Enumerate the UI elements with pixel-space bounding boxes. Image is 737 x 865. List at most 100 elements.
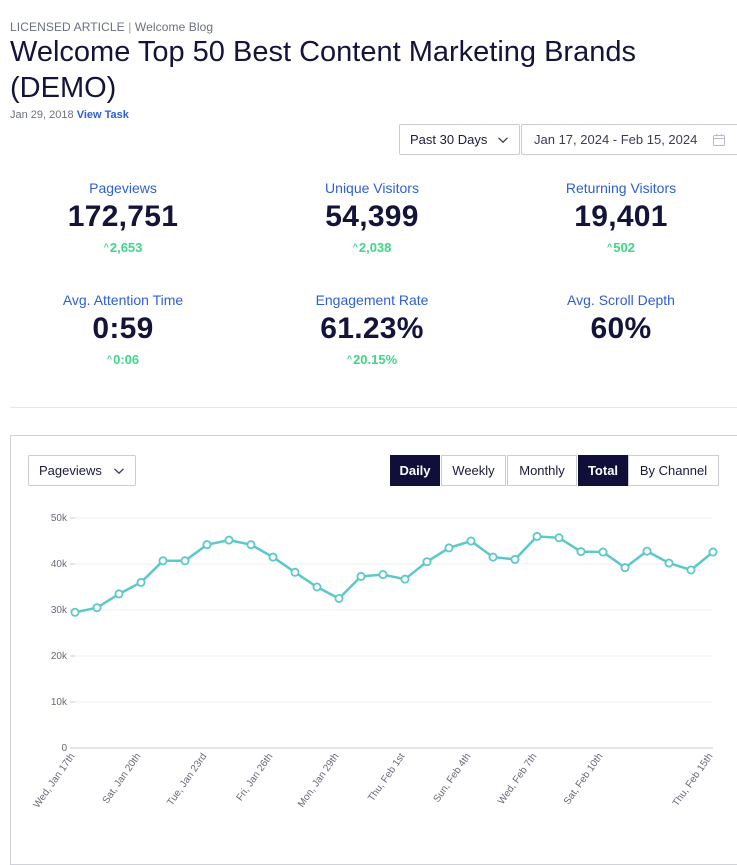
y-tick-label: 50k bbox=[51, 513, 68, 524]
data-point[interactable] bbox=[312, 582, 322, 592]
daily-button[interactable]: Daily bbox=[390, 455, 440, 486]
metric-value: 61.23% bbox=[320, 312, 424, 345]
metric-avg-scroll-depth: Avg. Scroll Depth 60% bbox=[501, 292, 737, 346]
data-point[interactable] bbox=[158, 556, 168, 566]
data-point[interactable] bbox=[246, 540, 256, 550]
metric-label: Pageviews bbox=[89, 180, 157, 196]
metric-pageviews: Pageviews 172,751 ^2,653 bbox=[3, 180, 243, 255]
data-point[interactable] bbox=[554, 533, 564, 543]
chart-panel bbox=[10, 435, 737, 865]
x-tick-label: Mon, Jan 29th bbox=[296, 751, 341, 809]
x-tick-label: Tue, Jan 23rd bbox=[165, 751, 209, 808]
metric-delta-value: 2,653 bbox=[109, 240, 143, 255]
data-point[interactable] bbox=[224, 535, 234, 545]
date-range-text: Jan 17, 2024 - Feb 15, 2024 bbox=[534, 132, 698, 147]
y-tick-label: 20k bbox=[51, 651, 68, 662]
metric-delta-value: 20.15% bbox=[353, 352, 398, 367]
by-channel-button[interactable]: By Channel bbox=[628, 455, 719, 486]
metric-delta: ^2,038 bbox=[252, 240, 492, 255]
metric-value: 54,399 bbox=[325, 200, 419, 233]
data-point[interactable] bbox=[400, 574, 410, 584]
data-point[interactable] bbox=[334, 594, 344, 604]
data-point[interactable] bbox=[114, 589, 124, 599]
weekly-button[interactable]: Weekly bbox=[441, 455, 506, 486]
x-tick-label: Sat, Jan 20th bbox=[101, 751, 144, 806]
data-point[interactable] bbox=[268, 552, 278, 562]
y-axis: 0 10k 20k 30k 40k 50k bbox=[51, 513, 75, 754]
metric-label: Engagement Rate bbox=[315, 292, 429, 308]
article-date: Jan 29, 2018 bbox=[10, 109, 74, 121]
data-point[interactable] bbox=[576, 547, 586, 557]
arrow-up-icon: ^ bbox=[352, 242, 358, 252]
range-select[interactable]: Past 30 Days bbox=[399, 124, 520, 155]
data-point[interactable] bbox=[290, 567, 300, 577]
section-divider bbox=[10, 407, 737, 408]
y-tick-label: 10k bbox=[51, 697, 68, 708]
metric-delta: ^2,653 bbox=[3, 240, 243, 255]
data-point[interactable] bbox=[444, 543, 454, 553]
data-point[interactable] bbox=[466, 536, 476, 546]
chart-grid bbox=[75, 517, 713, 749]
y-tick-label: 0 bbox=[61, 743, 67, 754]
data-point[interactable] bbox=[356, 571, 366, 581]
data-point[interactable] bbox=[620, 563, 630, 573]
x-tick-label: Thu, Feb 1st bbox=[366, 751, 407, 803]
chart-metric-select[interactable]: Pageviews bbox=[28, 455, 136, 486]
series-points bbox=[70, 531, 718, 617]
x-tick-label: Wed, Jan 17th bbox=[32, 751, 78, 810]
metric-delta-value: 502 bbox=[613, 240, 635, 255]
metric-label: Returning Visitors bbox=[565, 180, 677, 196]
metric-delta: ^20.15% bbox=[252, 352, 492, 367]
total-button[interactable]: Total bbox=[578, 455, 628, 486]
blog-name: Welcome Blog bbox=[134, 20, 214, 34]
page-title: Welcome Top 50 Best Content Marketing Br… bbox=[10, 36, 636, 104]
data-point[interactable] bbox=[136, 577, 146, 587]
arrow-up-icon: ^ bbox=[346, 354, 353, 364]
y-tick-label: 40k bbox=[51, 559, 68, 570]
article-meta: LICENSED ARTICLE | Welcome Blog bbox=[10, 20, 213, 34]
data-point[interactable] bbox=[510, 554, 520, 564]
view-toggle: Total By Channel bbox=[578, 455, 719, 486]
data-point[interactable] bbox=[70, 607, 80, 617]
metric-returning-visitors: Returning Visitors 19,401 ^502 bbox=[501, 180, 737, 255]
data-point[interactable] bbox=[598, 547, 608, 557]
arrow-up-icon: ^ bbox=[607, 242, 613, 252]
range-select-label: Past 30 Days bbox=[410, 132, 488, 147]
view-task-link[interactable]: View Task bbox=[76, 109, 129, 121]
calendar-icon bbox=[713, 134, 725, 146]
date-range-picker[interactable]: Jan 17, 2024 - Feb 15, 2024 bbox=[521, 124, 737, 155]
monthly-button[interactable]: Monthly bbox=[507, 455, 577, 486]
metric-delta-value: 2,038 bbox=[358, 240, 392, 255]
data-point[interactable] bbox=[422, 557, 432, 567]
metric-engagement-rate: Engagement Rate 61.23% ^20.15% bbox=[252, 292, 492, 367]
metric-value: 60% bbox=[590, 312, 652, 345]
metric-avg-attention-time: Avg. Attention Time 0:59 ^0:06 bbox=[3, 292, 243, 367]
chevron-down-icon bbox=[498, 137, 508, 144]
metric-label: Avg. Scroll Depth bbox=[567, 292, 675, 308]
metric-label: Unique Visitors bbox=[325, 180, 419, 196]
granularity-toggle: Daily Weekly Monthly bbox=[390, 455, 577, 486]
metric-label: Avg. Attention Time bbox=[62, 292, 184, 308]
chevron-down-icon bbox=[114, 468, 124, 475]
data-point[interactable] bbox=[378, 570, 388, 580]
x-axis: Wed, Jan 17th Sat, Jan 20th Tue, Jan 23rd F… bbox=[32, 751, 716, 810]
arrow-up-icon: ^ bbox=[106, 354, 113, 364]
data-point[interactable] bbox=[664, 558, 674, 568]
data-point[interactable] bbox=[642, 546, 652, 556]
data-point[interactable] bbox=[92, 603, 102, 613]
metric-value: 19,401 bbox=[574, 200, 668, 233]
metric-delta-value: 0:06 bbox=[113, 352, 140, 367]
data-point[interactable] bbox=[708, 547, 718, 557]
x-tick-label: Sat, Feb 10th bbox=[562, 751, 605, 806]
metric-unique-visitors: Unique Visitors 54,399 ^2,038 bbox=[252, 180, 492, 255]
y-tick-label: 30k bbox=[51, 605, 68, 616]
data-point[interactable] bbox=[180, 556, 190, 566]
x-tick-label: Fri, Jan 26th bbox=[235, 751, 276, 803]
data-point[interactable] bbox=[202, 540, 212, 550]
data-point[interactable] bbox=[488, 552, 498, 562]
metric-delta: ^0:06 bbox=[3, 352, 243, 367]
category-label: LICENSED ARTICLE bbox=[10, 20, 125, 34]
data-point[interactable] bbox=[686, 565, 696, 575]
data-point[interactable] bbox=[532, 531, 542, 541]
x-tick-label: Sun, Feb 4th bbox=[432, 751, 474, 804]
